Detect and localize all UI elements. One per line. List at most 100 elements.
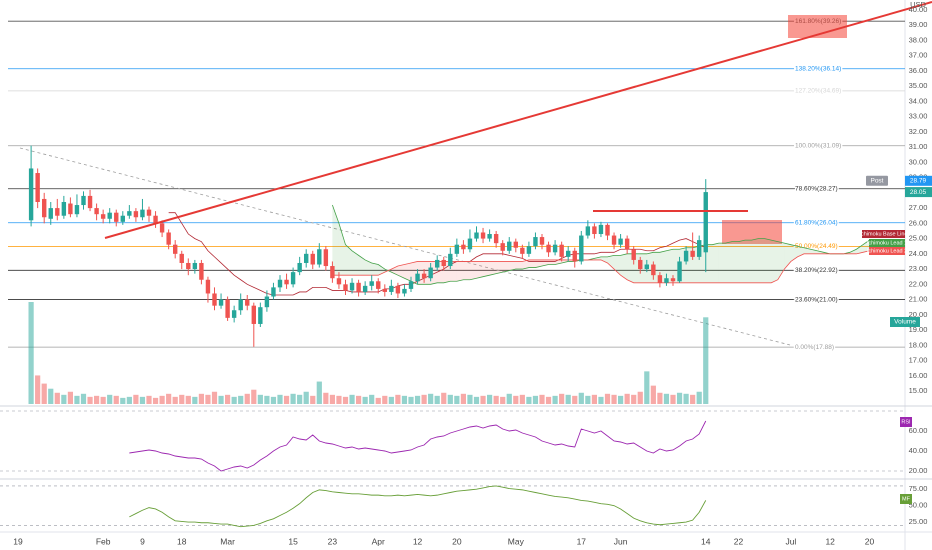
currency-label: USD — [910, 0, 926, 9]
candle-body — [349, 282, 355, 291]
candle-body — [670, 278, 676, 282]
volume-bar — [28, 302, 34, 404]
candle-body — [74, 205, 80, 215]
candle-body — [644, 264, 649, 270]
volume-bar — [519, 394, 525, 404]
volume-bar — [473, 396, 480, 404]
ichimoku-cloud — [738, 240, 746, 283]
fib-level-label: 0.00%(17.88) — [795, 344, 834, 351]
last-price-badge — [905, 187, 932, 198]
candle-body — [212, 293, 217, 306]
candle-body — [395, 285, 401, 294]
volume-bar — [152, 397, 159, 404]
volume-bar — [460, 393, 466, 404]
ichimoku-cloud — [352, 250, 359, 276]
candle-body — [356, 282, 361, 292]
ichimoku-cloud — [456, 261, 464, 282]
candle-body — [231, 310, 237, 318]
volume-bar — [500, 396, 506, 404]
ichimoku-cloud — [365, 259, 372, 276]
volume-bar — [349, 394, 355, 404]
volume-bar — [434, 395, 440, 404]
ichimoku-cloud — [424, 261, 431, 285]
candle-body — [415, 273, 420, 282]
ichimoku-cloud — [489, 261, 497, 276]
candle-body — [297, 262, 302, 273]
candle-body — [61, 202, 67, 216]
candle-body — [284, 279, 289, 285]
candle-body — [579, 235, 584, 262]
candle-body — [238, 299, 243, 311]
candle-body — [251, 305, 256, 324]
fib-level-label: 50.00%(24.49) — [795, 243, 838, 250]
fib-level-label: 127.20%(34.69) — [795, 88, 841, 95]
volume-bar — [650, 385, 656, 404]
volume-bar — [218, 395, 224, 404]
candle-body — [218, 299, 224, 306]
volume-bar — [604, 393, 611, 404]
volume-bar — [270, 396, 277, 404]
volume-bar — [211, 391, 218, 404]
candle-body — [552, 244, 558, 253]
volume-bar — [316, 381, 322, 404]
x-tick-label: Apr — [372, 536, 385, 546]
candle-body — [146, 209, 152, 216]
ichimoku-cloud — [338, 223, 346, 276]
candle-body — [245, 299, 250, 306]
ichimoku-cloud — [600, 256, 608, 263]
volume-bar — [41, 383, 47, 404]
candle-body — [159, 223, 165, 233]
y-tick-label: 40.00 — [909, 446, 928, 455]
candle-body — [94, 208, 99, 215]
volume-bar — [362, 396, 368, 404]
ichimoku-badge-label: Ichimoku Lead 1 — [867, 240, 907, 246]
volume-bar — [225, 394, 231, 404]
volume-bar — [179, 394, 185, 404]
candle-body — [493, 234, 499, 244]
volume-bar — [107, 394, 113, 404]
ichimoku-cloud — [476, 261, 484, 279]
volume-bar — [251, 389, 257, 404]
ichimoku-cloud — [522, 259, 529, 270]
ichimoku-cloud — [483, 261, 490, 277]
volume-bar — [487, 394, 493, 404]
ichimoku-cloud — [469, 261, 477, 280]
candle-body — [42, 198, 47, 218]
ichimoku-cloud — [358, 255, 366, 276]
volume-bar — [703, 317, 709, 404]
candle-body — [683, 250, 689, 262]
candle-body — [546, 244, 551, 253]
candle-body — [153, 215, 158, 224]
candle-body — [631, 249, 636, 260]
x-tick-label: 12 — [825, 536, 835, 546]
candle-body — [513, 241, 518, 248]
ichimoku-cloud — [725, 241, 732, 283]
volume-bar — [264, 395, 270, 404]
y-tick-label: 25.00 — [909, 234, 928, 243]
ichimoku-badge — [869, 239, 905, 247]
volume-bar — [94, 395, 100, 404]
volume-bar — [244, 393, 250, 404]
mf-line — [129, 485, 707, 528]
x-tick-label: Jun — [614, 536, 628, 546]
volume-bar — [467, 394, 473, 404]
candle-body — [421, 273, 427, 279]
volume-bar — [146, 395, 152, 404]
y-tick-label: 40.00 — [909, 5, 928, 14]
y-tick-label: 60.00 — [909, 426, 928, 435]
ichimoku-cloud — [397, 264, 405, 279]
candle-body — [199, 262, 204, 280]
candle-body — [611, 235, 617, 245]
volume-bar — [493, 395, 499, 404]
candle-body — [362, 285, 368, 292]
candle-body — [618, 238, 623, 245]
candle-body — [186, 262, 191, 270]
ichimoku-cloud — [784, 243, 791, 270]
candle-body — [448, 253, 453, 267]
volume-badge-label: Volume — [894, 319, 916, 326]
ichimoku-line — [332, 250, 870, 284]
candle-body — [166, 232, 171, 245]
volume-bar — [408, 396, 414, 404]
